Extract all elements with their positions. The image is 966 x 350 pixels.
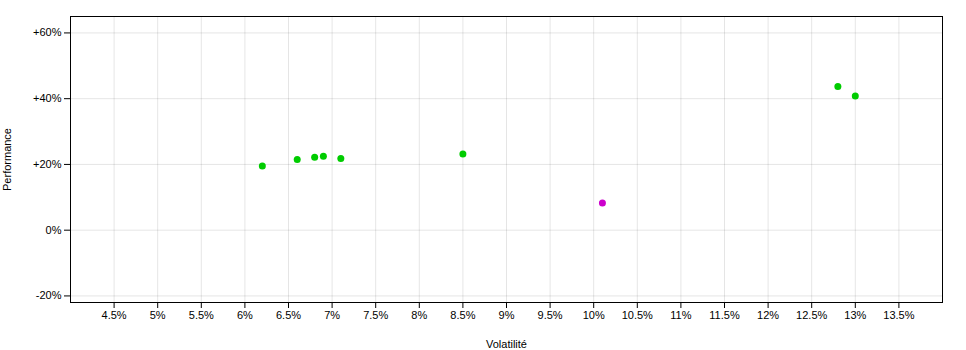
svg-text:11%: 11% — [670, 309, 691, 321]
svg-text:10%: 10% — [583, 309, 605, 321]
svg-text:6.5%: 6.5% — [276, 309, 301, 321]
svg-text:+60%: +60% — [33, 26, 62, 38]
svg-text:8%: 8% — [411, 309, 427, 321]
svg-text:13%: 13% — [844, 309, 866, 321]
svg-text:12.5%: 12.5% — [796, 309, 827, 321]
svg-text:+40%: +40% — [33, 92, 62, 104]
svg-text:0%: 0% — [46, 224, 62, 236]
svg-text:7.5%: 7.5% — [363, 309, 388, 321]
svg-text:9%: 9% — [499, 309, 515, 321]
svg-text:5%: 5% — [150, 309, 166, 321]
svg-text:+20%: +20% — [33, 158, 62, 170]
svg-text:8.5%: 8.5% — [450, 309, 475, 321]
svg-text:7%: 7% — [324, 309, 340, 321]
svg-text:12%: 12% — [757, 309, 779, 321]
svg-text:5.5%: 5.5% — [189, 309, 214, 321]
svg-text:Performance: Performance — [1, 128, 13, 191]
svg-text:11.5%: 11.5% — [709, 309, 740, 321]
svg-text:13.5%: 13.5% — [883, 309, 914, 321]
svg-text:Volatilité: Volatilité — [486, 338, 527, 350]
svg-text:-20%: -20% — [36, 289, 62, 301]
svg-text:4.5%: 4.5% — [102, 309, 127, 321]
svg-text:10.5%: 10.5% — [622, 309, 653, 321]
svg-text:6%: 6% — [237, 309, 253, 321]
svg-text:9.5%: 9.5% — [538, 309, 563, 321]
